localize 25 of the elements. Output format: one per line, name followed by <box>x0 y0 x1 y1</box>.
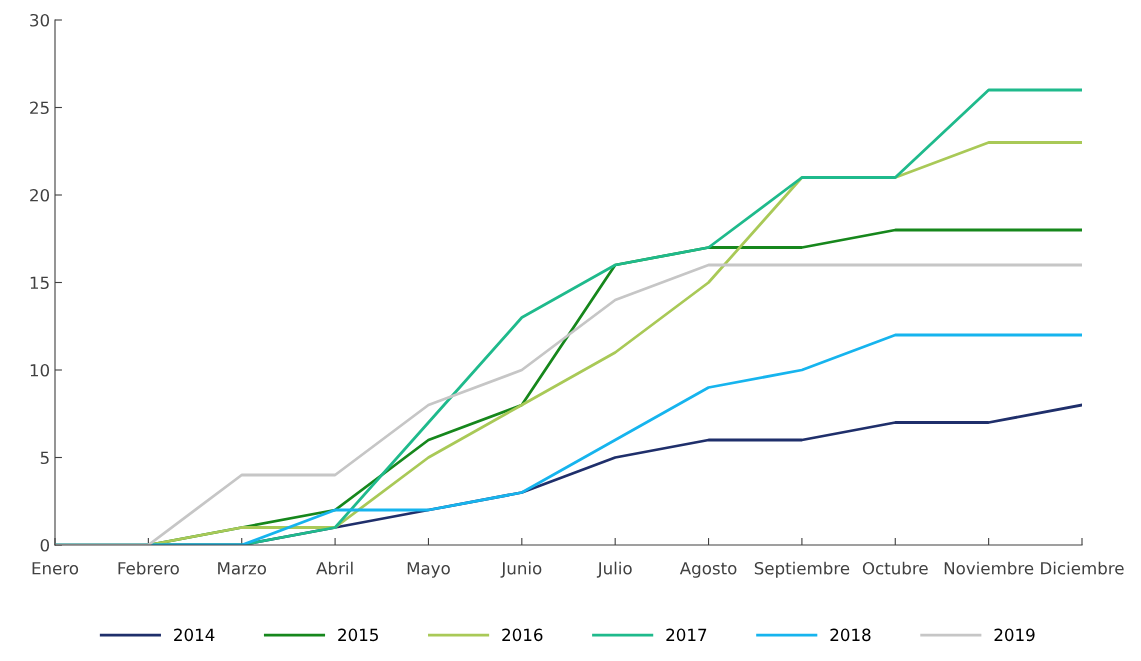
x-tick-label: Marzo <box>218 562 267 575</box>
x-tick-label: Noviembre <box>944 561 1034 575</box>
x-tick-label: Mayo <box>407 562 450 578</box>
x-tick-label: Diciembre <box>1041 561 1124 575</box>
x-tick-label: Julio <box>596 561 632 578</box>
legend-label: 2016 <box>502 628 543 642</box>
legend-label: 2017 <box>666 628 707 642</box>
x-tick-label: Febrero <box>118 561 179 575</box>
y-tick-label: 25 <box>30 101 49 115</box>
x-tick-label: Abril <box>316 561 353 575</box>
x-tick-label: Junio <box>500 561 542 578</box>
y-tick-label: 20 <box>30 188 50 202</box>
y-tick-label: 10 <box>30 363 50 377</box>
x-tick-label: Agosto <box>679 562 737 578</box>
legend-label: 2014 <box>174 628 215 642</box>
x-tick-label: Enero <box>32 562 79 575</box>
legend-label: 2015 <box>338 628 378 642</box>
legend-label: 2019 <box>994 628 1035 642</box>
x-tick-label: Octubre <box>862 561 928 575</box>
x-tick-label: Septiembre <box>754 561 850 578</box>
legend-label: 2018 <box>830 628 871 642</box>
y-tick-label: 0 <box>40 538 50 552</box>
y-tick-label: 30 <box>30 13 50 27</box>
y-tick-label: 15 <box>30 276 49 290</box>
y-tick-label: 5 <box>40 451 49 465</box>
